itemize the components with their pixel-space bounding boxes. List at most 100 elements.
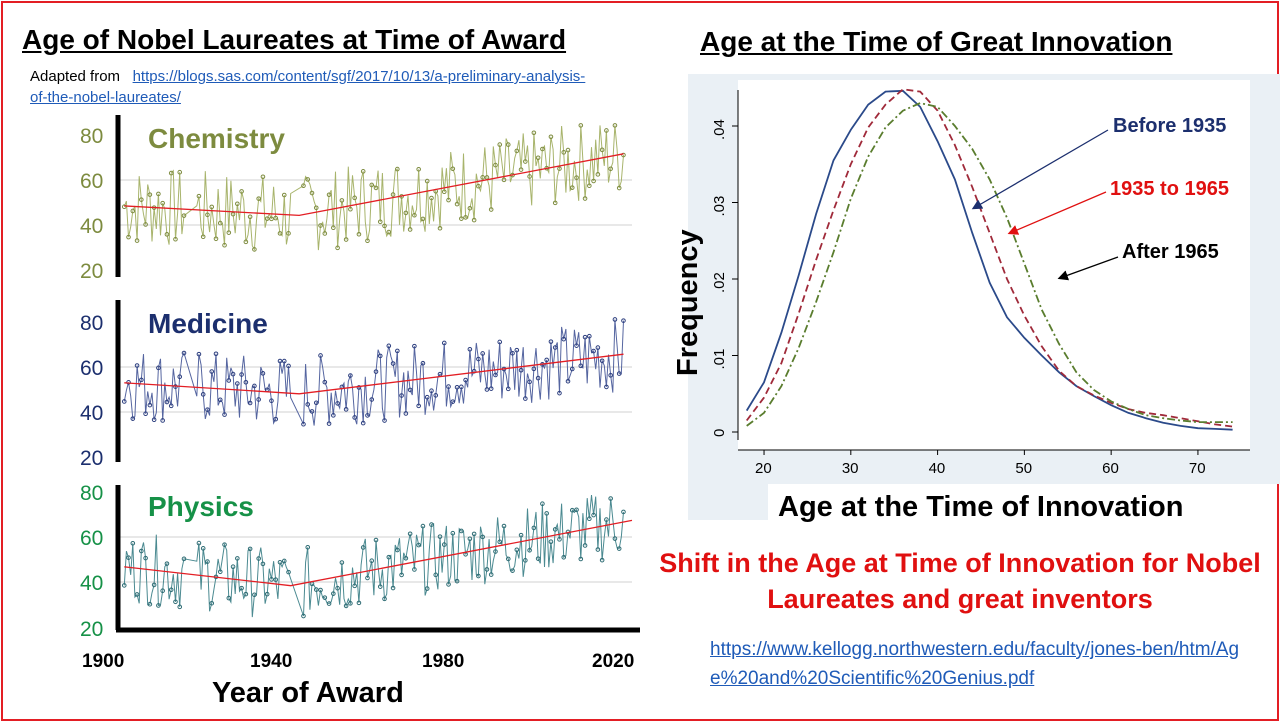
chemistry-age-point <box>222 242 227 248</box>
physics-age-point <box>356 600 362 606</box>
physics-age-point <box>281 558 287 564</box>
chemistry-age-point <box>173 236 178 242</box>
chemistry-y-tick: 60 <box>80 170 103 193</box>
chemistry-age-point <box>181 213 187 218</box>
medicine-age-point <box>582 334 588 340</box>
medicine-age-point <box>318 353 323 358</box>
chemistry-age-point <box>243 239 249 245</box>
physics-age-point <box>147 601 153 607</box>
physics-age-point <box>173 599 178 605</box>
chemistry-age-point <box>523 159 528 164</box>
physics-age-point <box>239 585 244 591</box>
chemistry-age-point <box>608 166 613 172</box>
medicine-age-point <box>352 415 357 420</box>
year-x-label: Year of Award <box>212 677 404 709</box>
medicine-age-point <box>360 420 366 426</box>
physics-age-point <box>264 591 270 597</box>
medicine-age-point <box>454 385 460 390</box>
medicine-age-point <box>309 409 315 414</box>
kde-curve-before-1935 <box>745 89 1233 431</box>
physics-age-point <box>608 496 613 501</box>
kellogg-link[interactable]: https://www.kellogg.northwestern.edu/fac… <box>710 639 1240 689</box>
kde-plot-area <box>738 80 1250 450</box>
chemistry-panel-title: Chemistry <box>148 123 285 154</box>
chemistry-age-point <box>488 207 494 212</box>
medicine-age-point <box>177 374 183 380</box>
medicine-age-point <box>565 378 571 384</box>
chemistry-age-point <box>235 201 240 207</box>
medicine-age-point <box>151 417 157 422</box>
year-x-tick: 1940 <box>250 651 292 672</box>
physics-y-tick: 60 <box>80 527 103 550</box>
physics-age-point <box>599 557 605 563</box>
chemistry-age-point <box>518 167 524 172</box>
chemistry-age-point <box>450 166 456 172</box>
chemistry-age-point <box>561 150 567 155</box>
medicine-age-point <box>386 343 392 349</box>
medicine-age-point <box>441 340 447 346</box>
medicine-age-point <box>420 360 426 366</box>
medicine-age-point <box>139 377 144 383</box>
physics-age-point <box>416 542 421 548</box>
kde-arrow-before-1935 <box>971 129 1109 210</box>
medicine-age-point <box>143 411 148 416</box>
kde-series-label: Before 1935 <box>1113 115 1226 137</box>
chemistry-age-point <box>348 206 353 212</box>
medicine-age-point <box>273 416 279 422</box>
physics-age-point <box>217 569 223 575</box>
physics-age-point <box>209 600 215 606</box>
medicine-y-tick: 80 <box>80 312 103 335</box>
medicine-age-point <box>390 361 396 366</box>
chemistry-age-point <box>352 195 357 201</box>
sas-link[interactable]: https://blogs.sas.com/content/sgf/2017/1… <box>30 68 586 106</box>
physics-age-point <box>514 547 520 553</box>
medicine-age-point <box>235 381 240 386</box>
physics-age-point <box>535 556 541 561</box>
physics-age-point <box>139 548 144 554</box>
medicine-age-point <box>433 393 439 398</box>
physics-age-point <box>243 591 249 597</box>
physics-age-point <box>582 543 588 548</box>
physics-age-point <box>612 536 618 541</box>
kde-x-tick: 60 <box>1102 460 1119 477</box>
physics-age-point <box>273 577 279 582</box>
medicine-age-point <box>510 351 515 356</box>
chemistry-age-point <box>160 200 165 206</box>
kde-x-tick: 70 <box>1189 460 1206 477</box>
physics-panel-title: Physics <box>148 491 254 522</box>
medicine-age-point <box>252 383 257 389</box>
chemistry-age-point <box>587 183 592 189</box>
physics-age-point <box>200 546 206 551</box>
physics-age-point <box>548 539 554 545</box>
physics-age-point <box>527 547 532 553</box>
medicine-age-point <box>450 399 456 404</box>
chemistry-age-point <box>386 229 392 235</box>
chemistry-age-point <box>557 166 562 171</box>
medicine-age-point <box>488 386 494 391</box>
medicine-age-point <box>578 363 584 369</box>
chemistry-y-tick: 40 <box>80 215 103 238</box>
physics-age-point <box>269 577 274 582</box>
chemistry-age-point <box>395 166 400 172</box>
chemistry-age-point <box>264 216 270 221</box>
medicine-age-point <box>226 378 232 383</box>
physics-trend-line <box>124 519 633 587</box>
chemistry-age-point <box>247 214 253 220</box>
chemistry-age-point <box>239 189 244 194</box>
chemistry-age-point <box>134 238 140 243</box>
medicine-age-point <box>313 400 319 406</box>
chemistry-age-series <box>123 125 624 252</box>
physics-y-tick: 40 <box>80 572 103 595</box>
medicine-age-point <box>331 413 336 418</box>
chemistry-age-point <box>121 204 127 209</box>
chemistry-age-point <box>591 178 596 184</box>
physics-age-point <box>343 603 349 609</box>
medicine-age-point <box>222 412 227 417</box>
medicine-age-point <box>429 388 434 393</box>
kde-x-tick: 30 <box>842 460 859 477</box>
year-x-tick: 1900 <box>82 651 124 672</box>
chemistry-age-point <box>463 215 468 220</box>
medicine-age-point <box>616 371 622 376</box>
medicine-age-point <box>181 350 187 356</box>
medicine-age-point <box>424 394 430 400</box>
